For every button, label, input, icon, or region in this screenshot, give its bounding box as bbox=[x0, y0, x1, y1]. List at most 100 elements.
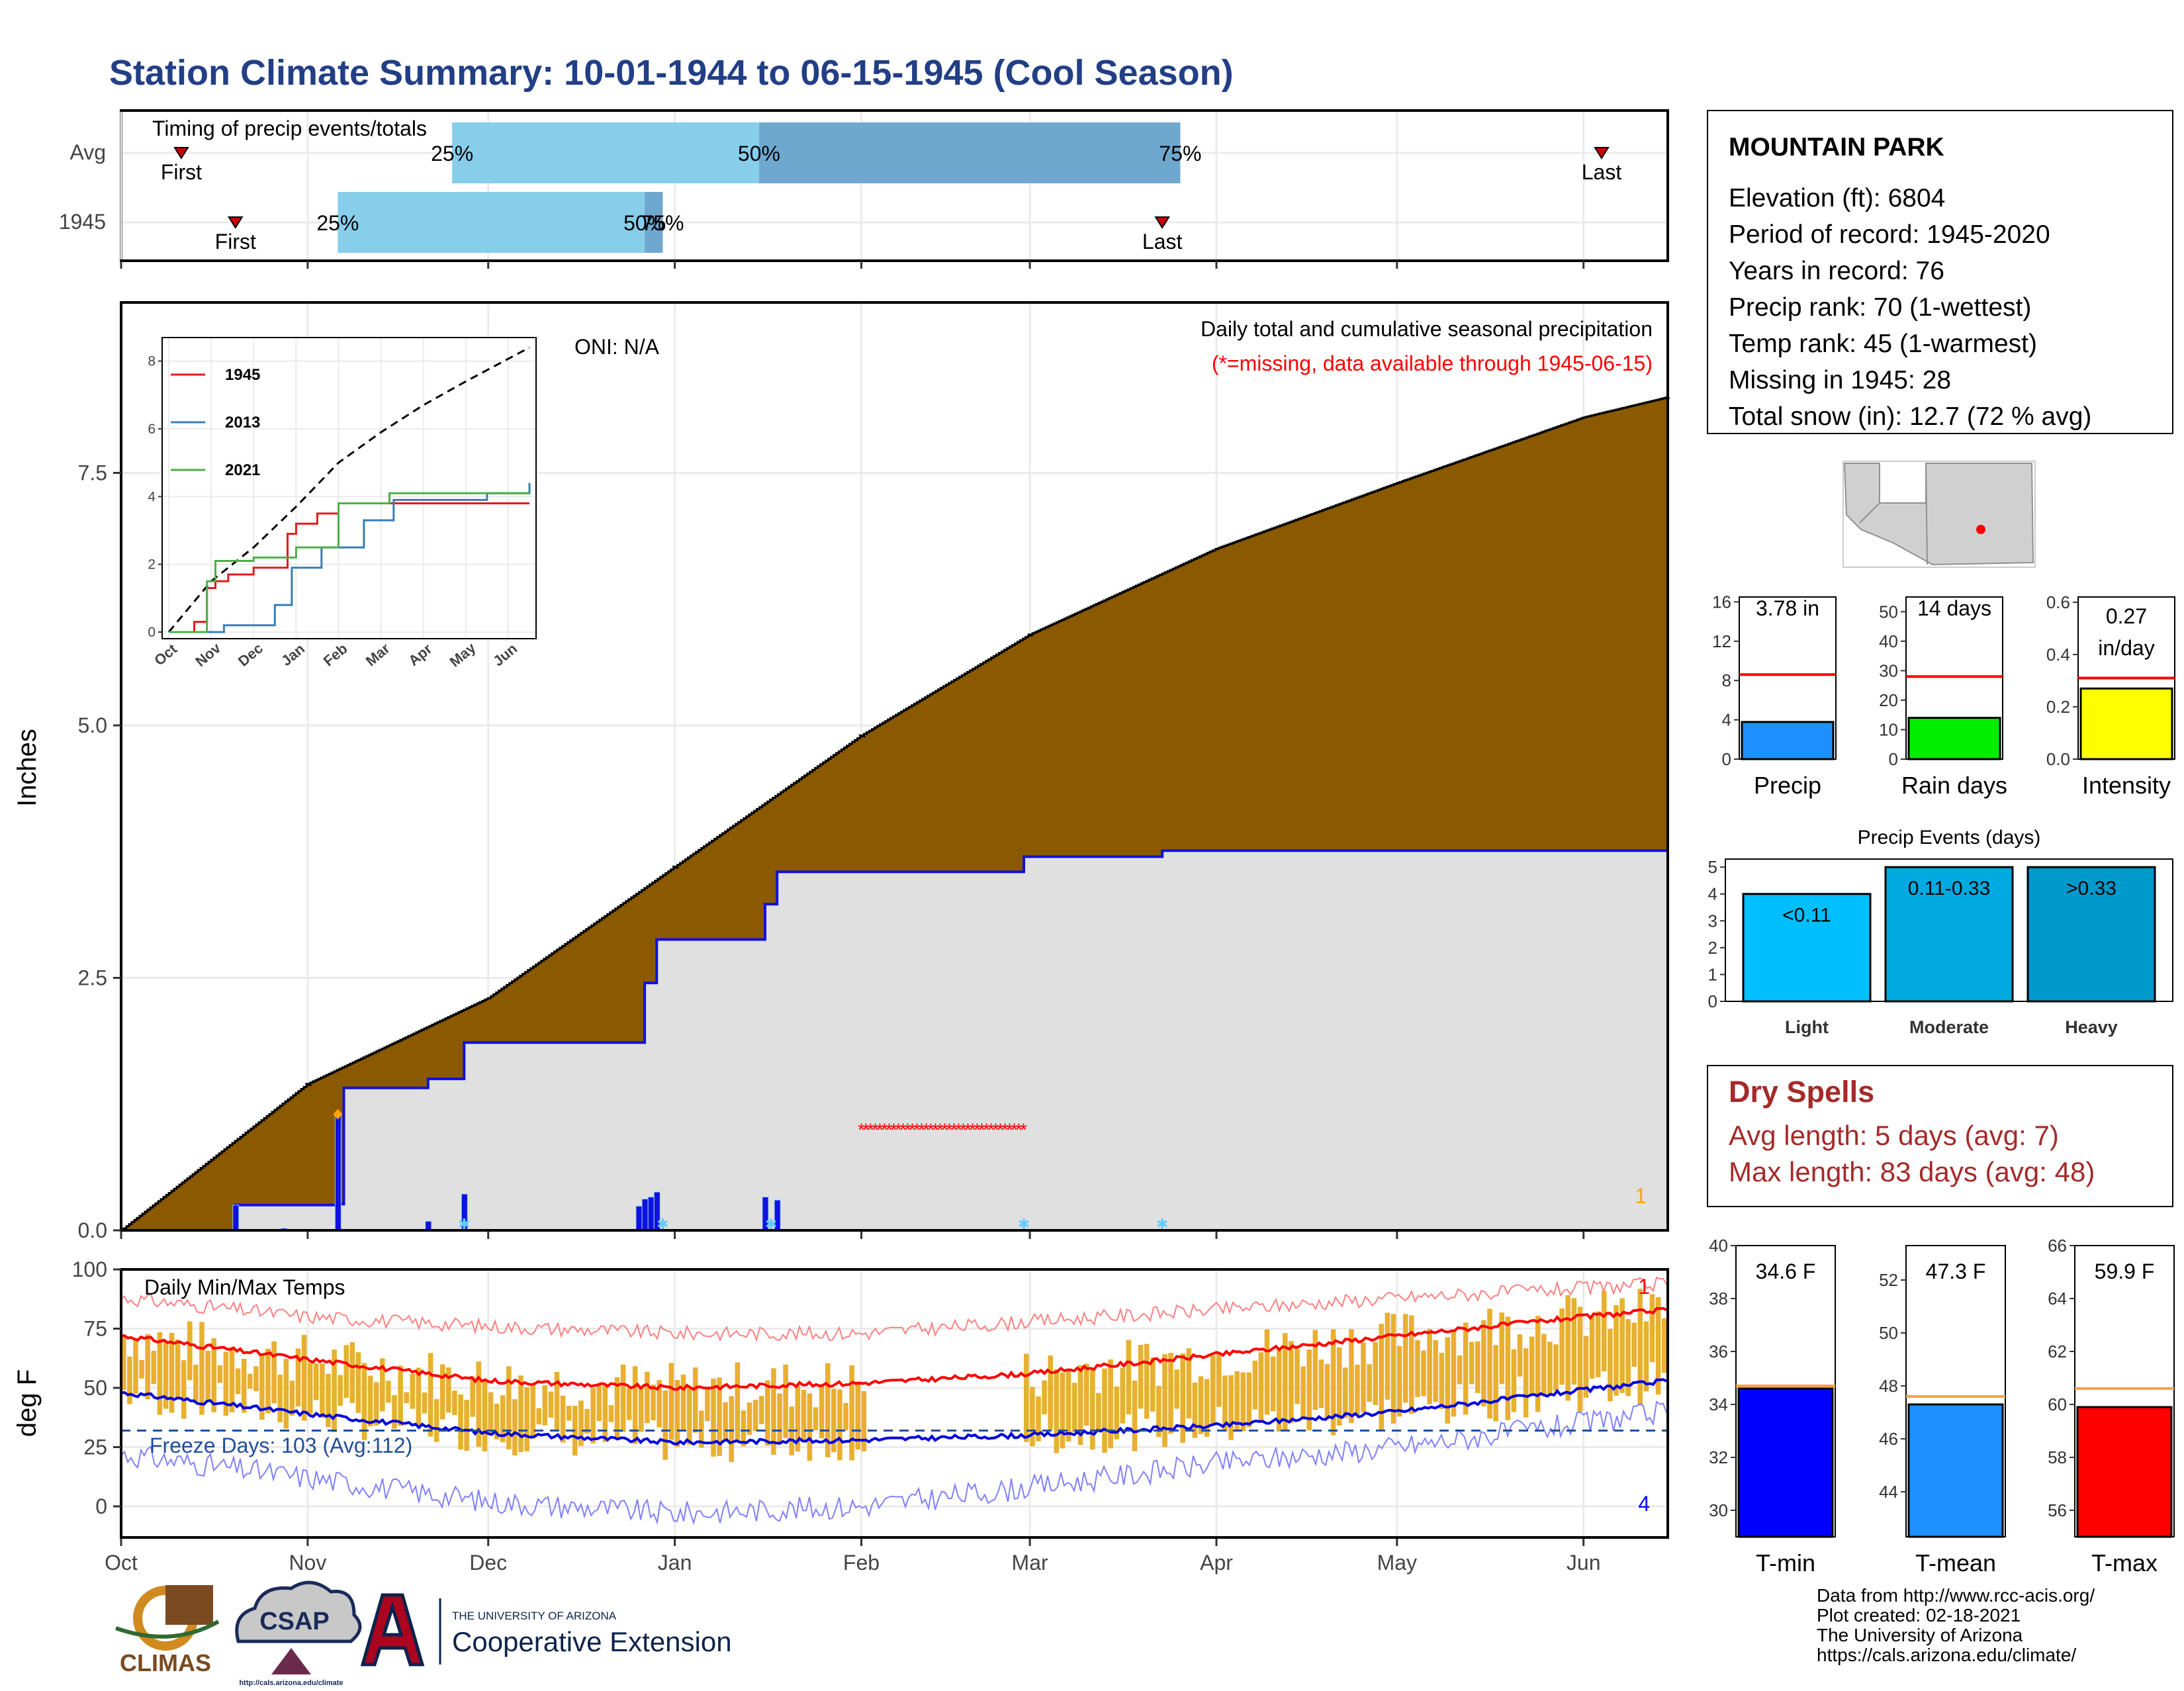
daily-temp-bar bbox=[271, 1341, 277, 1404]
daily-temp-bar bbox=[500, 1395, 506, 1443]
daily-temp-bar bbox=[422, 1393, 428, 1414]
average-high-line bbox=[120, 1306, 1667, 1391]
daily-temp-bar bbox=[482, 1380, 488, 1451]
location-map bbox=[1843, 461, 2036, 568]
daily-temp-bar bbox=[735, 1362, 741, 1441]
tmin-tick-label: 32 bbox=[1709, 1447, 1728, 1467]
precip-total-tick-label: 12 bbox=[1712, 631, 1731, 651]
timing-panel: Timing of precip events/totals Avg 1945 … bbox=[59, 109, 1669, 269]
daily-temp-bar bbox=[1379, 1324, 1385, 1431]
daily-temp-bar bbox=[1457, 1355, 1463, 1385]
daily-temp-bar bbox=[133, 1340, 138, 1394]
daily-temp-bar bbox=[645, 1371, 650, 1424]
inset-frame bbox=[161, 337, 537, 639]
daily-temp-bar bbox=[566, 1406, 572, 1421]
daily-temp-bar bbox=[1102, 1368, 1107, 1453]
daily-temp-bar bbox=[1415, 1340, 1420, 1397]
daily-temp-bar bbox=[392, 1394, 397, 1429]
precip-y-axis: 0.0 2.5 5.0 7.5 bbox=[78, 461, 1585, 1242]
missing-data-marker: * bbox=[1006, 1119, 1013, 1140]
inset-y-tick-label: 4 bbox=[148, 489, 156, 504]
map-state-border-1 bbox=[1925, 463, 1928, 565]
daily-temp-bar bbox=[1602, 1291, 1607, 1372]
daily-temp-bar bbox=[1475, 1341, 1480, 1393]
csap-logo-url: http://cals.arizona.edu/climate bbox=[239, 1679, 343, 1687]
tmin-tick-label: 34 bbox=[1709, 1394, 1728, 1414]
daily-temp-bar bbox=[506, 1366, 512, 1449]
missing-data-marker: * bbox=[950, 1119, 958, 1140]
first-event-label: First bbox=[161, 160, 202, 184]
daily-precip-bar bbox=[641, 1199, 649, 1231]
month-label: Dec bbox=[469, 1551, 507, 1575]
month-label: Oct bbox=[105, 1551, 138, 1575]
daily-temp-bar bbox=[614, 1377, 620, 1440]
tmax-tick-label: 56 bbox=[2048, 1500, 2067, 1520]
daily-temp-bar bbox=[1619, 1298, 1625, 1393]
daily-temp-bar bbox=[536, 1408, 541, 1425]
daily-temp-bar bbox=[199, 1322, 205, 1415]
daily-temp-bar bbox=[1174, 1369, 1179, 1409]
missing-data-marker: * bbox=[890, 1119, 897, 1140]
ua-logo-top-text: THE UNIVERSITY OF ARIZONA bbox=[452, 1610, 617, 1622]
missing-data-marker: * bbox=[918, 1119, 925, 1140]
tmin-tick-label: 30 bbox=[1709, 1500, 1728, 1520]
events-tick-label: 3 bbox=[1708, 911, 1717, 931]
daily-temp-bar bbox=[530, 1383, 535, 1439]
timing-title: Timing of precip events/totals bbox=[152, 116, 427, 140]
dry-spells-box: Dry Spells Avg length: 5 days (avg: 7) M… bbox=[1707, 1065, 2173, 1207]
daily-temp-bar bbox=[205, 1350, 210, 1400]
inset-legend-label: 2021 bbox=[225, 461, 260, 479]
events-category-label: Heavy bbox=[2065, 1017, 2118, 1037]
daily-temp-bar bbox=[439, 1364, 445, 1420]
record-high-line bbox=[120, 1276, 1667, 1342]
daily-temp-bar bbox=[855, 1381, 860, 1450]
daily-temp-bar bbox=[1421, 1350, 1426, 1396]
year-cumulative-area bbox=[121, 848, 1668, 1230]
daily-temp-bar bbox=[1541, 1334, 1547, 1396]
rain-days-tick-label: 0 bbox=[1889, 749, 1898, 769]
daily-temp-bar bbox=[578, 1400, 584, 1446]
rain-days-tick-label: 20 bbox=[1879, 690, 1898, 710]
daily-temp-bar bbox=[1451, 1329, 1457, 1417]
daily-temp-bar bbox=[729, 1396, 734, 1463]
timing-label-50: 50% bbox=[738, 142, 780, 165]
daily-temp-bar bbox=[235, 1368, 241, 1394]
daily-temp-bar bbox=[608, 1405, 614, 1422]
daily-temp-bar bbox=[657, 1380, 662, 1428]
daily-temp-bar bbox=[1114, 1387, 1119, 1440]
daily-temp-bar bbox=[464, 1399, 469, 1451]
inset-y-tick-label: 0 bbox=[148, 625, 156, 640]
daily-temp-bar bbox=[1210, 1355, 1216, 1425]
daily-temp-bar bbox=[602, 1383, 608, 1442]
daily-temp-bar bbox=[1499, 1312, 1504, 1385]
trace-marker: ✱ bbox=[1156, 1216, 1168, 1232]
daily-temp-bar bbox=[1493, 1345, 1498, 1422]
trace-marker: ✱ bbox=[1018, 1216, 1030, 1232]
daily-temp-bar bbox=[470, 1377, 475, 1417]
daily-temp-bar bbox=[1036, 1396, 1041, 1441]
tmax-tick-label: 60 bbox=[2048, 1394, 2067, 1414]
inset-series-average bbox=[167, 346, 530, 633]
daily-temp-bar bbox=[1312, 1330, 1318, 1410]
daily-temp-bar bbox=[825, 1363, 831, 1457]
daily-temp-bar bbox=[127, 1356, 132, 1404]
daily-temp-bar bbox=[717, 1377, 722, 1456]
daily-temp-bar bbox=[1595, 1311, 1601, 1377]
daily-temp-bar bbox=[843, 1402, 848, 1431]
ua-logo-main-text: Cooperative Extension bbox=[452, 1626, 732, 1657]
daily-temp-bar bbox=[596, 1383, 602, 1422]
month-label: Nov bbox=[289, 1551, 326, 1575]
temp-daily-bars bbox=[121, 1289, 1667, 1463]
rain-days-value-label: 14 days bbox=[1917, 596, 1991, 620]
rain-days-tick-label: 30 bbox=[1879, 661, 1898, 680]
daily-temp-bar bbox=[1385, 1312, 1390, 1400]
daily-temp-bar bbox=[723, 1402, 728, 1441]
tmean-tick-label: 46 bbox=[1879, 1429, 1898, 1449]
timing-bars bbox=[338, 122, 1181, 253]
map-state-border-2 bbox=[1859, 502, 1880, 524]
temp-y-tick-label: 75 bbox=[83, 1317, 107, 1341]
daily-temp-bar bbox=[428, 1353, 433, 1437]
tmean-bar bbox=[1907, 1403, 2004, 1538]
intensity-tick-label: 0.2 bbox=[2046, 697, 2070, 717]
